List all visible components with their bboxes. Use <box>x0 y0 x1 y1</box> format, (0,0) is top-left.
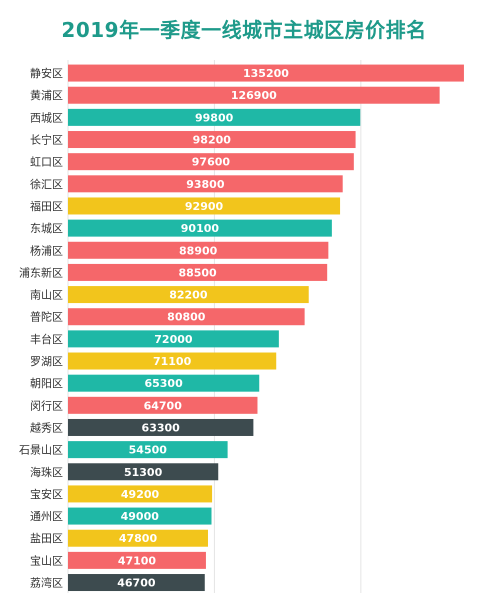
value-label: 72000 <box>154 333 193 346</box>
bar <box>68 551 206 569</box>
category-label: 闵行区 <box>30 398 63 412</box>
value-label: 49000 <box>121 510 160 523</box>
bar <box>68 507 212 525</box>
category-label: 长宁区 <box>30 133 63 147</box>
value-label: 64700 <box>144 399 183 412</box>
value-label: 126900 <box>231 89 277 102</box>
bar <box>68 86 440 104</box>
bar <box>68 374 260 392</box>
value-label: 47800 <box>119 532 158 545</box>
bar <box>68 308 305 326</box>
bar <box>68 396 258 414</box>
value-label: 88500 <box>178 266 217 279</box>
bar <box>68 352 277 370</box>
value-label: 93800 <box>186 178 225 191</box>
category-label: 黄浦区 <box>30 88 63 102</box>
value-label: 63300 <box>142 421 181 434</box>
value-label: 90100 <box>181 222 220 235</box>
category-label: 杨浦区 <box>30 243 63 257</box>
category-label: 普陀区 <box>30 310 63 324</box>
bar <box>68 286 309 304</box>
bar <box>68 153 354 171</box>
value-label: 135200 <box>243 67 289 80</box>
bar <box>68 330 279 348</box>
value-label: 49200 <box>121 488 160 501</box>
value-label: 99800 <box>195 111 234 124</box>
category-label: 徐汇区 <box>30 177 63 191</box>
category-label: 西城区 <box>30 111 63 124</box>
category-label: 越秀区 <box>30 420 63 434</box>
value-label: 82200 <box>169 289 208 302</box>
category-label: 荔湾区 <box>30 576 63 590</box>
category-label: 宝安区 <box>30 487 63 501</box>
category-label: 东城区 <box>30 222 63 235</box>
bar <box>68 131 356 149</box>
value-label: 80800 <box>167 311 206 324</box>
bar <box>68 197 341 215</box>
category-label: 通州区 <box>30 510 63 523</box>
bar <box>68 463 219 481</box>
bar <box>68 418 254 436</box>
category-label: 罗湖区 <box>30 355 63 368</box>
bar <box>68 175 343 193</box>
category-label: 福田区 <box>30 199 63 213</box>
bar <box>68 219 332 237</box>
category-label: 宝山区 <box>30 553 63 567</box>
category-label: 石景山区 <box>19 444 63 457</box>
bar <box>68 441 228 459</box>
chart-title: 2019年一季度一线城市主城区房价排名 <box>61 18 427 42</box>
category-label: 朝阳区 <box>30 377 63 390</box>
bar <box>68 108 361 126</box>
value-label: 98200 <box>193 134 232 147</box>
value-label: 51300 <box>124 466 163 479</box>
category-label: 海珠区 <box>30 465 63 479</box>
bar <box>68 64 464 82</box>
bar <box>68 574 205 592</box>
category-label: 丰台区 <box>30 332 63 346</box>
category-label: 静安区 <box>30 66 63 80</box>
category-label: 盐田区 <box>30 532 63 545</box>
value-label: 54500 <box>129 444 168 457</box>
value-label: 92900 <box>185 200 224 213</box>
bar <box>68 485 213 503</box>
value-label: 47100 <box>118 554 157 567</box>
value-label: 88900 <box>179 244 218 257</box>
value-label: 65300 <box>144 377 183 390</box>
category-label: 虹口区 <box>30 156 63 169</box>
bar <box>68 263 328 281</box>
value-label: 46700 <box>117 577 156 590</box>
value-label: 71100 <box>153 355 192 368</box>
bar <box>68 529 208 547</box>
bar <box>68 241 329 259</box>
category-label: 浦东新区 <box>19 265 63 279</box>
category-label: 南山区 <box>30 289 63 302</box>
value-label: 97600 <box>192 156 231 169</box>
